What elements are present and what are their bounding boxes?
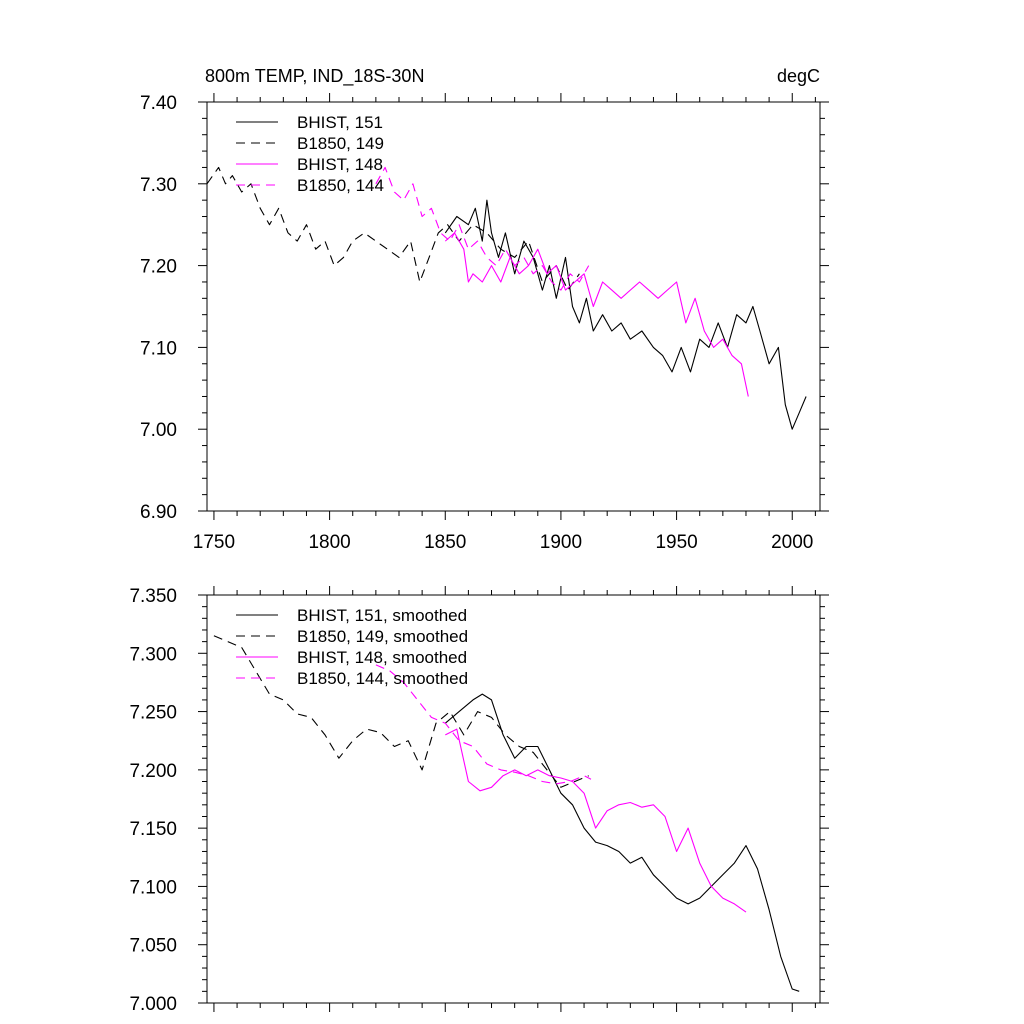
legend-label: B1850, 149, smoothed [297, 627, 468, 646]
series-line-bottom-2 [445, 728, 747, 913]
series-line-top-0 [444, 199, 807, 430]
legend-label: B1850, 144 [297, 176, 384, 195]
y-tick-label: 6.90 [140, 502, 177, 523]
bottom-legend: BHIST, 151, smoothed B1850, 149, smoothed… [236, 606, 468, 688]
y-tick-label: 7.20 [140, 257, 177, 278]
y-tick-label: 7.050 [129, 936, 177, 957]
chart-title: 800m TEMP, IND_18S-30N [205, 66, 424, 87]
x-tick-label: 1750 [193, 532, 235, 553]
top-x-ticks [213, 93, 816, 520]
units-label: degC [777, 66, 820, 86]
y-tick-label: 7.100 [129, 877, 177, 898]
series-line-bottom-3 [375, 664, 592, 785]
legend-label: BHIST, 151 [297, 113, 383, 132]
y-tick-label: 7.10 [140, 338, 177, 359]
y-tick-label: 7.00 [140, 420, 177, 441]
bottom-x-ticks [213, 586, 816, 1012]
series-line-top-1 [206, 166, 580, 291]
legend-label: B1850, 144, smoothed [297, 669, 468, 688]
series-line-bottom-1 [213, 635, 589, 788]
y-tick-label: 7.200 [129, 761, 177, 782]
x-tick-label: 1850 [424, 532, 466, 553]
y-tick-label: 7.150 [129, 819, 177, 840]
x-tick-label: 1800 [308, 532, 350, 553]
y-tick-label: 7.000 [129, 994, 177, 1015]
series-line-top-2 [444, 232, 749, 397]
x-tick-label: 2000 [771, 532, 813, 553]
top-plot-frame [206, 101, 821, 512]
legend-label: B1850, 149 [297, 134, 384, 153]
legend-label: BHIST, 148 [297, 155, 383, 174]
y-tick-label: 7.300 [129, 644, 177, 665]
bottom-panel: 7.000 7.050 7.100 7.150 7.200 7.250 7.300 7.350… [129, 586, 829, 1015]
y-tick-label: 7.350 [129, 586, 177, 607]
series-line-top-3 [375, 166, 590, 291]
bottom-y-ticks [198, 594, 829, 1004]
x-tick-label: 1900 [540, 532, 582, 553]
y-tick-label: 7.30 [140, 175, 177, 196]
top-legend: BHIST, 151 B1850, 149 BHIST, 148 B1850, 144 [236, 113, 384, 195]
legend-label: BHIST, 148, smoothed [297, 648, 467, 667]
series-line-bottom-0 [444, 693, 800, 992]
legend-label: BHIST, 151, smoothed [297, 606, 467, 625]
y-tick-label: 7.40 [140, 93, 177, 114]
top-panel: 1750 1800 1850 1900 1950 2000 6.90 7.00 7.10 7.20… [140, 93, 829, 553]
y-tick-label: 7.250 [129, 703, 177, 724]
x-tick-label: 1950 [655, 532, 697, 553]
bottom-plot-frame [206, 594, 821, 1004]
top-y-ticks [198, 101, 829, 512]
